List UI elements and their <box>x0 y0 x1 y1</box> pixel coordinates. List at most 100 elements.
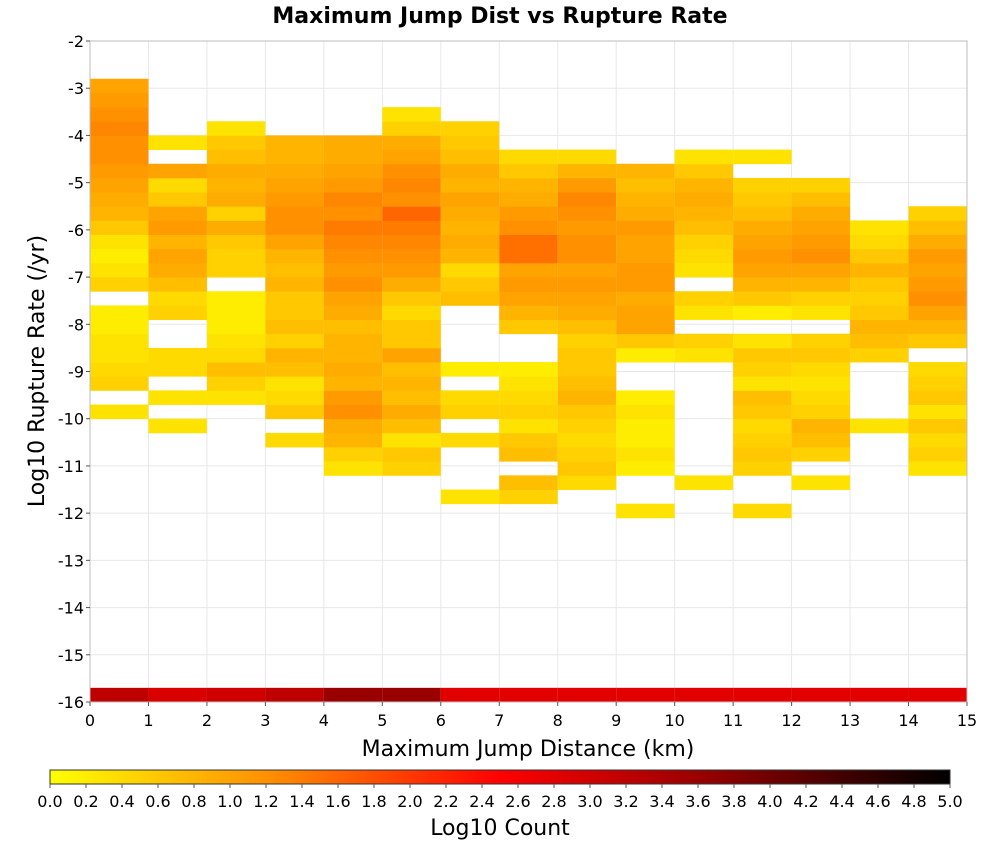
x-tick-label: 5 <box>377 711 387 730</box>
colorbar-tick-label: 2.6 <box>505 792 530 811</box>
heatmap-cell <box>616 461 675 476</box>
heatmap-cell <box>850 333 909 349</box>
heatmap-cell <box>733 432 792 448</box>
heatmap-cell <box>850 305 909 320</box>
heatmap-cell <box>382 220 441 235</box>
heatmap-cell <box>850 319 909 335</box>
heatmap-cell <box>265 390 324 405</box>
heatmap-cell <box>557 418 617 434</box>
heatmap-cell <box>90 192 149 207</box>
heatmap-cell <box>499 277 558 292</box>
heatmap-cell <box>557 291 617 306</box>
heatmap-cell <box>148 192 207 207</box>
heatmap-cell <box>557 376 617 391</box>
heatmap-cell <box>206 333 266 349</box>
heatmap-cell <box>206 362 266 377</box>
colorbar-tick-label: 0.2 <box>73 792 98 811</box>
heatmap-cell <box>557 277 617 292</box>
x-tick-label: 0 <box>85 711 95 730</box>
heatmap-cell <box>265 177 324 193</box>
heatmap-cell <box>382 177 441 193</box>
heatmap-cell <box>148 135 207 150</box>
heatmap-cell <box>382 107 441 122</box>
heatmap-cell <box>850 234 909 250</box>
heatmap-cell <box>382 277 441 292</box>
heatmap-cell <box>616 234 675 250</box>
heatmap-cell <box>733 277 792 292</box>
heatmap-cell <box>90 206 149 221</box>
colorbar-tick-label: 5.0 <box>937 792 962 811</box>
heatmap-cell <box>440 149 500 165</box>
heatmap-cell <box>616 220 675 235</box>
colorbar-tick-label: 0.8 <box>181 792 206 811</box>
heatmap-cell <box>557 248 617 264</box>
heatmap-cell <box>90 177 149 193</box>
heatmap-cell <box>265 319 324 335</box>
heatmap-cell <box>791 447 851 462</box>
heatmap-cell <box>850 248 909 264</box>
heatmap-cell <box>908 319 967 335</box>
heatmap-cell <box>791 475 851 490</box>
heatmap-cell <box>206 149 266 165</box>
heatmap-cell <box>791 248 851 264</box>
colorbar-tick-label: 1.6 <box>325 792 350 811</box>
y-tick-label: -7 <box>68 268 84 287</box>
heatmap-cell <box>382 319 441 335</box>
heatmap-cell <box>323 291 383 306</box>
x-tick-label: 6 <box>436 711 446 730</box>
heatmap-cell <box>323 192 383 207</box>
heatmap-cell <box>733 347 792 363</box>
heatmap-cell <box>440 489 500 505</box>
heatmap-cell <box>908 461 967 476</box>
heatmap-cell <box>674 475 734 490</box>
heatmap-cell <box>499 291 558 306</box>
heatmap-cell <box>499 447 558 462</box>
heatmap-cell <box>733 149 792 165</box>
heatmap-cell <box>791 220 851 235</box>
heatmap-cell <box>908 206 967 221</box>
heatmap-cell <box>499 418 558 434</box>
heatmap-cell <box>265 291 324 306</box>
heatmap-cell <box>90 220 149 235</box>
heatmap-cell <box>382 192 441 207</box>
heatmap-cell <box>206 206 266 221</box>
heatmap-cell <box>323 687 383 703</box>
heatmap-cell <box>557 163 617 179</box>
heatmap-cell <box>440 362 500 377</box>
heatmap-cell <box>382 305 441 320</box>
heatmap-cell <box>616 687 675 703</box>
heatmap-cell <box>90 92 149 108</box>
heatmap-cell <box>908 687 967 703</box>
heatmap-cell <box>382 163 441 179</box>
heatmap-cell <box>850 291 909 306</box>
heatmap-cell <box>499 376 558 391</box>
heatmap-cell <box>90 107 149 122</box>
heatmap-cell <box>557 390 617 405</box>
heatmap-cell <box>265 248 324 264</box>
heatmap-cell <box>265 206 324 221</box>
chart-title: Maximum Jump Dist vs Rupture Rate <box>272 4 727 29</box>
heatmap-cell <box>908 447 967 462</box>
heatmap-cell <box>323 390 383 405</box>
heatmap-cell <box>908 418 967 434</box>
heatmap-cell <box>733 262 792 278</box>
heatmap-cell <box>733 503 792 519</box>
heatmap-cell <box>791 347 851 363</box>
heatmap-cell <box>265 220 324 235</box>
heatmap-cell <box>499 305 558 320</box>
heatmap-cell <box>616 404 675 420</box>
colorbar-tick-label: 4.2 <box>793 792 818 811</box>
heatmap-cell <box>616 177 675 193</box>
heatmap-cell <box>440 135 500 150</box>
heatmap-cell <box>382 461 441 476</box>
heatmap-cell <box>90 262 149 278</box>
heatmap-cell <box>908 390 967 405</box>
heatmap-cell <box>733 447 792 462</box>
heatmap-cell <box>791 418 851 434</box>
heatmap-cell <box>733 333 792 349</box>
heatmap-cell <box>674 177 734 193</box>
colorbar-tick-label: 4.6 <box>865 792 890 811</box>
heatmap-cell <box>382 291 441 306</box>
heatmap-cell <box>90 333 149 349</box>
colorbar-tick-label: 0.6 <box>145 792 170 811</box>
